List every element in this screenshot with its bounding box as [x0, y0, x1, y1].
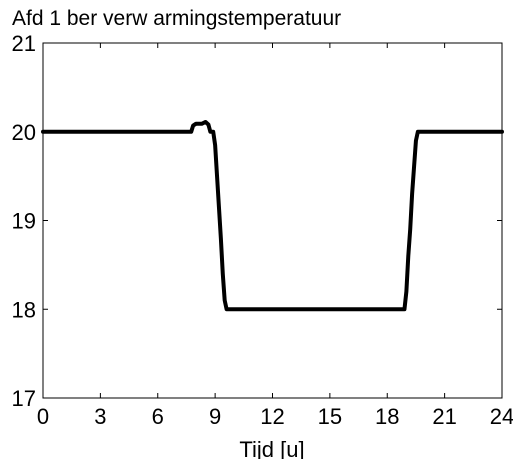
tick-labels: 0 3 6 9 12 15 18 21 24 17 18 19 20 21: [12, 31, 513, 429]
y-tick-label: 17: [12, 386, 36, 411]
y-tick-label: 20: [12, 120, 36, 145]
chart-title: Afd 1 ber verw armingstemperatuur: [12, 7, 341, 30]
plot-frame: [42, 42, 503, 399]
x-tick-label: 3: [94, 404, 106, 429]
x-tick-label: 24: [490, 404, 513, 429]
axis-ticks: [42, 42, 503, 399]
series-line: [41, 119, 504, 312]
x-tick-label: 0: [37, 404, 49, 429]
y-tick-label: 18: [12, 297, 36, 322]
x-tick-label: 21: [432, 404, 456, 429]
x-tick-label: 15: [318, 404, 342, 429]
x-axis-title: Tijd [u]: [239, 437, 304, 459]
x-tick-label: 18: [375, 404, 399, 429]
y-tick-label: 21: [12, 31, 36, 56]
x-tick-label: 6: [152, 404, 164, 429]
x-tick-label: 12: [260, 404, 284, 429]
y-tick-label: 19: [12, 209, 36, 234]
x-tick-label: 9: [209, 404, 221, 429]
